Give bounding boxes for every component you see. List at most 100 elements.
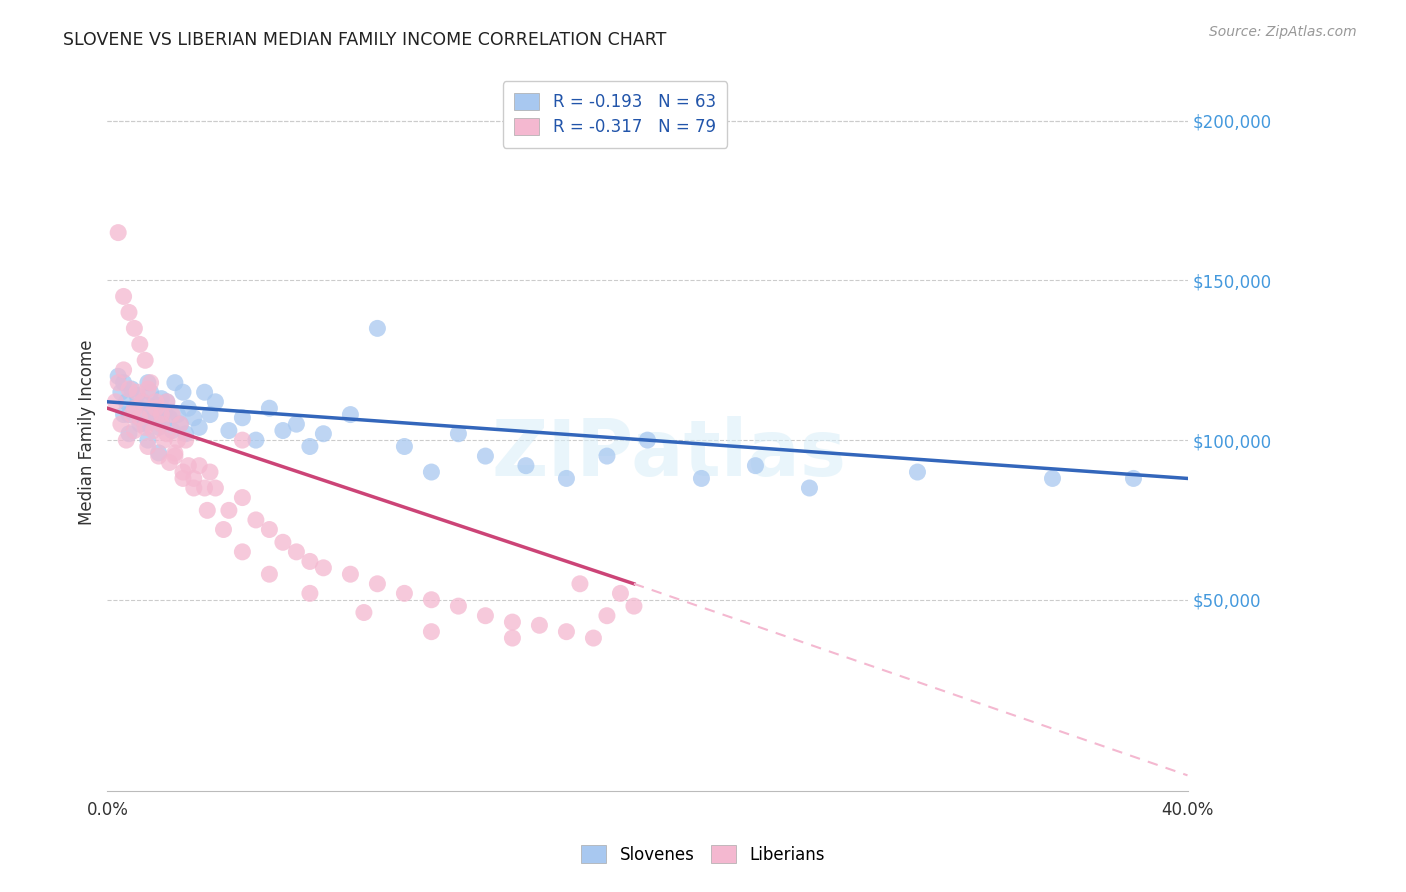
Point xyxy=(529,618,551,632)
Point xyxy=(107,226,129,240)
Point xyxy=(124,401,146,416)
Y-axis label: Median Family Income: Median Family Income xyxy=(79,339,96,524)
Point xyxy=(582,631,605,645)
Point xyxy=(204,481,226,495)
Point xyxy=(124,401,146,416)
Point xyxy=(134,417,156,432)
Point xyxy=(690,471,713,485)
Point xyxy=(339,408,361,422)
Point xyxy=(163,446,186,460)
Point xyxy=(145,401,167,416)
Point xyxy=(195,503,218,517)
Point xyxy=(166,408,188,422)
Point xyxy=(112,408,135,422)
Point xyxy=(166,433,188,447)
Point xyxy=(394,440,416,454)
Point xyxy=(172,465,194,479)
Point xyxy=(420,465,443,479)
Point xyxy=(148,449,170,463)
Point xyxy=(115,433,138,447)
Point xyxy=(447,426,470,441)
Point xyxy=(218,503,240,517)
Point xyxy=(128,337,150,351)
Point xyxy=(142,410,165,425)
Point xyxy=(125,385,148,400)
Point xyxy=(169,417,191,432)
Point xyxy=(312,561,335,575)
Point xyxy=(115,394,138,409)
Point xyxy=(420,624,443,639)
Point xyxy=(134,420,156,434)
Point xyxy=(231,491,253,505)
Point xyxy=(104,394,127,409)
Legend: Slovenes, Liberians: Slovenes, Liberians xyxy=(575,838,831,871)
Point xyxy=(112,289,135,303)
Point xyxy=(148,446,170,460)
Point xyxy=(188,458,211,473)
Point xyxy=(156,394,179,409)
Point xyxy=(159,455,181,469)
Point xyxy=(118,382,141,396)
Point xyxy=(153,404,176,418)
Point xyxy=(231,433,253,447)
Point xyxy=(107,376,129,390)
Point xyxy=(177,458,200,473)
Point xyxy=(231,545,253,559)
Point xyxy=(298,554,321,568)
Text: ZIPatlas: ZIPatlas xyxy=(492,416,846,491)
Point xyxy=(501,631,523,645)
Point xyxy=(156,394,179,409)
Point xyxy=(174,426,197,441)
Point xyxy=(623,599,645,614)
Point xyxy=(107,369,129,384)
Point xyxy=(150,417,173,432)
Point xyxy=(136,440,159,454)
Point xyxy=(150,414,173,428)
Point xyxy=(596,608,619,623)
Point xyxy=(145,394,167,409)
Point xyxy=(447,599,470,614)
Point xyxy=(394,586,416,600)
Point xyxy=(231,410,253,425)
Point xyxy=(259,567,281,582)
Point xyxy=(420,592,443,607)
Point xyxy=(744,458,766,473)
Point xyxy=(112,363,135,377)
Point xyxy=(128,408,150,422)
Point xyxy=(110,385,132,400)
Point xyxy=(139,376,162,390)
Point xyxy=(1122,471,1144,485)
Point xyxy=(183,471,205,485)
Point xyxy=(121,408,143,422)
Point xyxy=(271,424,294,438)
Point xyxy=(501,615,523,629)
Point xyxy=(174,433,197,447)
Point xyxy=(183,481,205,495)
Point xyxy=(150,408,173,422)
Point xyxy=(134,353,156,368)
Point xyxy=(118,305,141,319)
Point xyxy=(172,471,194,485)
Point xyxy=(555,471,578,485)
Point xyxy=(285,545,308,559)
Point xyxy=(163,449,186,463)
Point xyxy=(194,481,217,495)
Point xyxy=(555,624,578,639)
Point xyxy=(568,576,591,591)
Point xyxy=(596,449,619,463)
Point xyxy=(194,385,217,400)
Point xyxy=(160,408,183,422)
Point xyxy=(156,426,179,441)
Point xyxy=(609,586,631,600)
Point xyxy=(312,426,335,441)
Point xyxy=(131,394,153,409)
Point xyxy=(183,410,205,425)
Point xyxy=(124,424,146,438)
Point xyxy=(204,394,226,409)
Point xyxy=(145,398,167,412)
Point xyxy=(136,382,159,396)
Point xyxy=(121,382,143,396)
Point xyxy=(474,449,496,463)
Point xyxy=(160,424,183,438)
Point xyxy=(136,433,159,447)
